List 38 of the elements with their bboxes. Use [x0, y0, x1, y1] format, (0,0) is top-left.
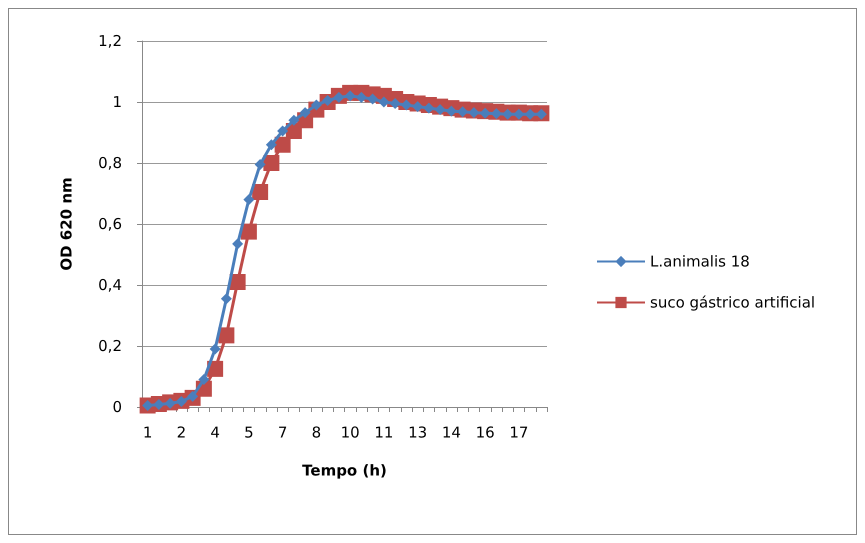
point: [254, 159, 266, 170]
x-tick-label: 1: [142, 424, 152, 442]
point: [220, 293, 232, 304]
legend-label: L.animalis 18: [650, 252, 750, 270]
y-tick-label: 0: [112, 398, 122, 416]
y-tick-label: 0,8: [98, 154, 122, 172]
x-tick-label: 16: [476, 424, 495, 442]
point: [263, 155, 280, 171]
y-tick-label: 0,4: [98, 276, 122, 294]
point: [210, 344, 221, 355]
point: [198, 374, 210, 386]
x-tick-label: 11: [374, 424, 394, 442]
point: [240, 224, 257, 240]
x-tick-label: 7: [278, 424, 288, 442]
x-tick-label: 5: [244, 424, 254, 442]
x-tick-label: 4: [210, 424, 220, 442]
x-tick-label: 10: [340, 424, 360, 442]
x-tick-label: 8: [312, 424, 322, 442]
y-tick-label: 0,6: [98, 215, 122, 233]
y-axis-title: OD 620 nm: [58, 177, 76, 271]
y-tick-label: 1,2: [98, 32, 122, 50]
point: [277, 125, 288, 136]
x-axis-title: Tempo (h): [302, 462, 387, 480]
x-tick-label: 13: [408, 424, 428, 442]
point: [378, 96, 390, 108]
point: [288, 114, 300, 126]
point: [252, 184, 268, 200]
x-tick-label: 2: [176, 424, 186, 442]
point: [218, 327, 234, 344]
legend-label: suco gástrico artificial: [650, 294, 816, 312]
point: [266, 139, 277, 150]
y-tick-label: 1: [112, 93, 122, 111]
point: [232, 238, 244, 250]
point: [243, 194, 254, 206]
x-tick-label: 17: [509, 424, 528, 442]
x-tick-label: 14: [442, 424, 461, 442]
y-tick-label: 0,2: [98, 337, 122, 355]
point: [300, 107, 311, 118]
